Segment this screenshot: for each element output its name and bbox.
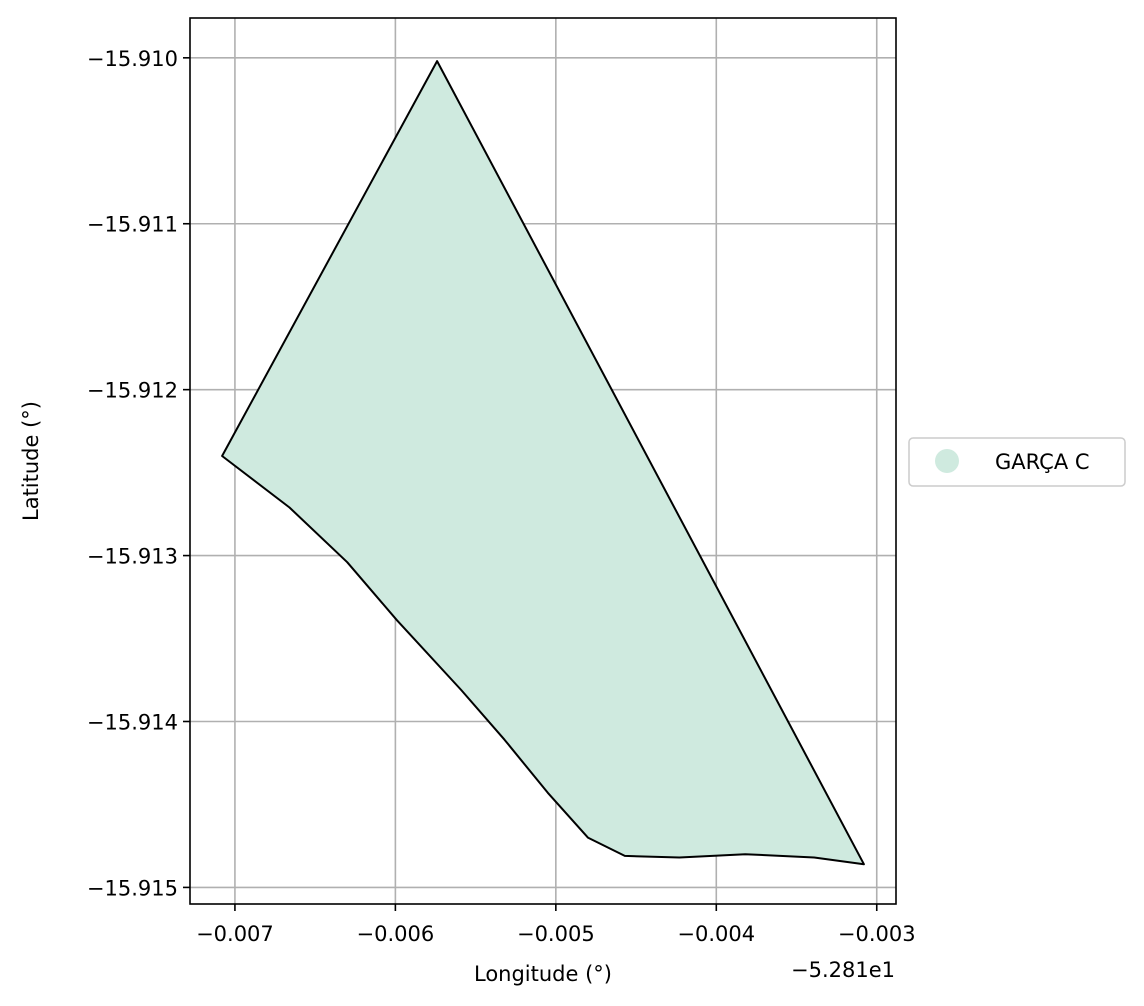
y-tick-label: −15.914 [87,710,178,734]
legend-label: GARÇA C [995,450,1090,474]
x-axis-ticks: −0.007 −0.006 −0.005 −0.004 −0.003 [196,904,916,946]
x-tick-label: −0.007 [196,922,274,946]
x-tick-label: −0.006 [357,922,435,946]
y-tick-label: −15.911 [87,213,178,237]
y-tick-label: −15.915 [87,876,178,900]
x-tick-label: −0.004 [677,922,755,946]
axes-frame [189,17,897,905]
y-tick-label: −15.912 [87,379,178,403]
legend-marker [935,449,959,473]
y-axis-label: Latitude (°) [19,401,43,521]
legend-box [908,437,1126,487]
legend: GARÇA C [908,437,1126,487]
polygons [221,60,865,866]
y-tick-label: −15.913 [87,545,178,569]
x-tick-label: −0.005 [517,922,595,946]
x-tick-label: −0.003 [838,922,916,946]
x-axis-label: Longitude (°) [474,962,612,986]
y-axis-ticks: −15.910 −15.911 −15.912 −15.913 −15.914 −15.9… [87,47,190,900]
region-polygon [221,60,865,866]
y-tick-label: −15.910 [87,47,178,71]
x-axis-offset-label: −5.281e1 [791,958,895,982]
